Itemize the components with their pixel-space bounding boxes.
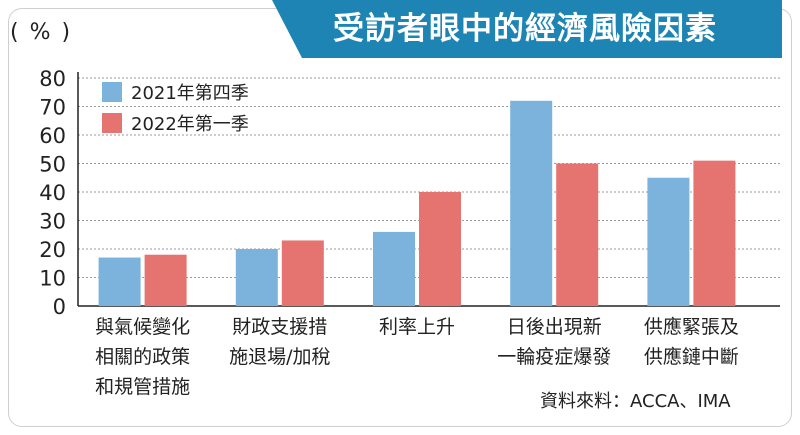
x-category-label: 財政支援措	[232, 316, 327, 338]
y-tick-label: 20	[39, 238, 66, 262]
x-category-label: 一輪疫症爆發	[497, 346, 611, 368]
bar	[235, 249, 278, 306]
y-tick-label: 50	[39, 153, 66, 177]
x-category-label: 和規管措施	[95, 376, 190, 398]
x-category-label: 施退場/加稅	[229, 346, 330, 368]
bar	[693, 160, 736, 306]
bar	[98, 257, 141, 306]
x-category-label: 供應緊張及	[644, 315, 739, 338]
x-category-label: 利率上升	[379, 316, 455, 338]
y-tick-label: 80	[39, 67, 66, 91]
bar	[510, 100, 553, 306]
chart-title: 受訪者眼中的經濟風險因素	[333, 11, 717, 47]
bar	[556, 163, 599, 306]
legend-swatch	[102, 113, 122, 133]
x-category-label: 日後出現新	[507, 316, 602, 338]
bar	[373, 231, 415, 306]
legend-label: 2022年第一季	[131, 114, 249, 135]
bar	[647, 177, 690, 306]
y-tick-label: 40	[39, 181, 66, 205]
title-banner	[272, 0, 782, 58]
y-tick-label: 10	[39, 267, 66, 291]
bar	[281, 240, 324, 306]
bar	[144, 254, 187, 306]
legend-label: 2021年第四季	[131, 83, 249, 104]
y-tick-label: 60	[39, 124, 66, 148]
source-note: 資料來料：ACCA、IMA	[540, 391, 731, 412]
y-tick-label: 30	[39, 210, 66, 234]
y-tick-label: 70	[39, 96, 66, 120]
x-category-label: 相關的政策	[95, 346, 190, 368]
y-tick-label: 0	[53, 295, 66, 319]
x-category-label: 與氣候變化	[95, 316, 190, 338]
legend-swatch	[102, 82, 122, 102]
bar	[419, 192, 461, 306]
x-category-label: 供應鏈中斷	[644, 345, 739, 368]
y-unit-label: ( % )	[10, 20, 73, 45]
